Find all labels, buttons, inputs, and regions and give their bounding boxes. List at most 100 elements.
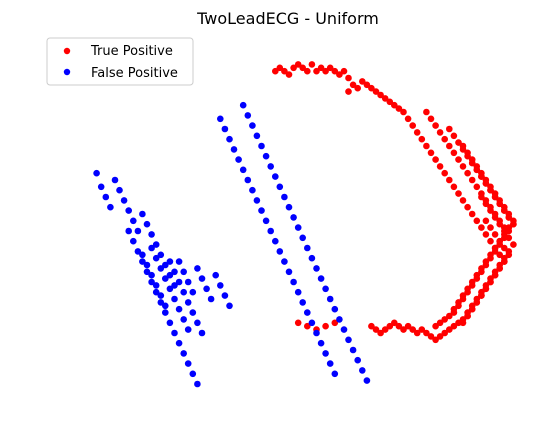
data-point-false-positive-87 bbox=[299, 299, 307, 306]
data-point-false-positive-61 bbox=[162, 309, 169, 316]
data-point-true-positive-161 bbox=[505, 251, 513, 259]
data-point-false-positive-74 bbox=[239, 166, 247, 174]
data-point-false-positive-78 bbox=[258, 207, 265, 214]
data-point-true-positive-35 bbox=[427, 149, 435, 157]
data-point-true-positive-71 bbox=[409, 326, 417, 333]
data-point-true-positive-46 bbox=[478, 224, 485, 231]
chart-title: TwoLeadECG - Uniform bbox=[196, 9, 379, 28]
data-point-true-positive-165 bbox=[487, 278, 494, 286]
data-point-true-positive-132 bbox=[473, 271, 481, 279]
data-point-true-positive-199 bbox=[478, 190, 485, 197]
data-point-false-positive-12 bbox=[148, 231, 155, 238]
data-point-false-positive-34 bbox=[157, 292, 165, 299]
data-point-false-positive-4 bbox=[111, 176, 119, 184]
data-point-true-positive-191 bbox=[441, 135, 449, 143]
legend-label-true-positive: True Positive bbox=[90, 44, 173, 59]
data-point-true-positive-42 bbox=[459, 197, 467, 204]
data-point-true-positive-182 bbox=[491, 193, 499, 201]
data-point-true-positive-39 bbox=[446, 176, 453, 184]
data-point-true-positive-195 bbox=[459, 163, 467, 170]
data-point-false-positive-76 bbox=[249, 186, 256, 194]
data-point-false-positive-88 bbox=[304, 309, 311, 316]
data-point-true-positive-137 bbox=[450, 305, 458, 313]
plot-area bbox=[93, 61, 517, 388]
data-point-true-positive-17 bbox=[349, 81, 357, 89]
data-point-false-positive-103 bbox=[276, 183, 284, 191]
data-point-false-positive-21 bbox=[189, 288, 197, 296]
data-point-true-positive-25 bbox=[381, 95, 389, 102]
data-point-true-positive-24 bbox=[377, 91, 384, 99]
data-point-false-positive-54 bbox=[130, 237, 137, 245]
data-point-true-positive-204 bbox=[501, 224, 508, 231]
data-point-false-positive-36 bbox=[166, 258, 174, 265]
data-point-false-positive-85 bbox=[290, 278, 297, 286]
data-point-true-positive-74 bbox=[395, 322, 403, 330]
data-point-false-positive-100 bbox=[262, 152, 270, 160]
data-point-true-positive-82 bbox=[322, 322, 329, 330]
data-point-true-positive-197 bbox=[468, 176, 476, 184]
data-point-true-positive-68 bbox=[423, 329, 430, 337]
data-point-false-positive-89 bbox=[308, 319, 316, 327]
data-point-false-positive-115 bbox=[331, 305, 339, 313]
data-point-true-positive-14 bbox=[336, 71, 343, 78]
data-point-true-positive-190 bbox=[436, 129, 444, 136]
data-point-true-positive-196 bbox=[464, 169, 471, 177]
data-point-false-positive-118 bbox=[345, 336, 352, 344]
data-point-true-positive-170 bbox=[464, 312, 471, 320]
data-point-false-positive-47 bbox=[162, 275, 169, 282]
data-point-true-positive-65 bbox=[436, 333, 444, 340]
data-point-false-positive-81 bbox=[272, 237, 279, 245]
data-point-false-positive-11 bbox=[143, 220, 151, 228]
data-point-false-positive-40 bbox=[184, 299, 192, 306]
data-point-true-positive-36 bbox=[432, 156, 439, 163]
data-point-true-positive-162 bbox=[501, 258, 508, 265]
data-point-false-positive-5 bbox=[116, 186, 123, 194]
data-point-false-positive-104 bbox=[281, 193, 288, 201]
data-point-false-positive-39 bbox=[180, 288, 187, 296]
data-point-true-positive-194 bbox=[455, 156, 462, 163]
data-point-true-positive-5 bbox=[294, 61, 302, 68]
series-true-positive bbox=[272, 61, 517, 344]
data-point-true-positive-41 bbox=[455, 190, 462, 197]
data-point-true-positive-27 bbox=[391, 101, 398, 109]
data-point-true-positive-112 bbox=[432, 322, 439, 330]
data-point-true-positive-131 bbox=[478, 265, 485, 272]
data-point-false-positive-98 bbox=[253, 132, 261, 140]
data-point-false-positive-83 bbox=[281, 258, 288, 265]
data-point-true-positive-186 bbox=[510, 220, 517, 228]
data-point-true-positive-0 bbox=[272, 67, 279, 75]
data-point-true-positive-188 bbox=[427, 115, 435, 123]
series-false-positive bbox=[93, 101, 371, 388]
data-point-true-positive-8 bbox=[308, 61, 316, 68]
data-point-true-positive-159 bbox=[496, 237, 504, 245]
data-point-false-positive-13 bbox=[152, 241, 160, 248]
data-point-false-positive-107 bbox=[294, 224, 302, 231]
data-point-true-positive-7 bbox=[304, 67, 311, 75]
data-point-false-positive-97 bbox=[249, 122, 256, 129]
data-point-false-positive-71 bbox=[226, 135, 233, 143]
data-point-true-positive-166 bbox=[482, 285, 490, 293]
data-point-false-positive-26 bbox=[212, 271, 219, 279]
data-point-true-positive-172 bbox=[446, 125, 453, 133]
data-point-false-positive-22 bbox=[194, 265, 201, 272]
data-point-false-positive-90 bbox=[313, 329, 320, 337]
data-point-false-positive-82 bbox=[276, 248, 284, 255]
data-point-true-positive-111 bbox=[436, 319, 444, 327]
data-point-true-positive-144 bbox=[505, 234, 513, 242]
data-point-false-positive-60 bbox=[157, 299, 165, 306]
data-point-true-positive-4 bbox=[290, 64, 297, 72]
data-point-true-positive-185 bbox=[505, 214, 513, 221]
data-point-true-positive-174 bbox=[455, 139, 462, 146]
data-point-false-positive-41 bbox=[189, 309, 197, 316]
data-point-false-positive-19 bbox=[180, 268, 187, 276]
legend: True Positive False Positive bbox=[46, 37, 194, 86]
data-point-true-positive-21 bbox=[363, 81, 371, 89]
data-point-false-positive-108 bbox=[299, 234, 307, 242]
data-point-false-positive-57 bbox=[143, 268, 151, 276]
data-point-false-positive-73 bbox=[235, 156, 242, 163]
data-point-false-positive-53 bbox=[125, 227, 132, 235]
data-point-true-positive-184 bbox=[501, 207, 508, 214]
data-point-true-positive-73 bbox=[400, 326, 407, 333]
data-point-true-positive-163 bbox=[496, 265, 504, 272]
data-point-true-positive-79 bbox=[372, 326, 380, 333]
